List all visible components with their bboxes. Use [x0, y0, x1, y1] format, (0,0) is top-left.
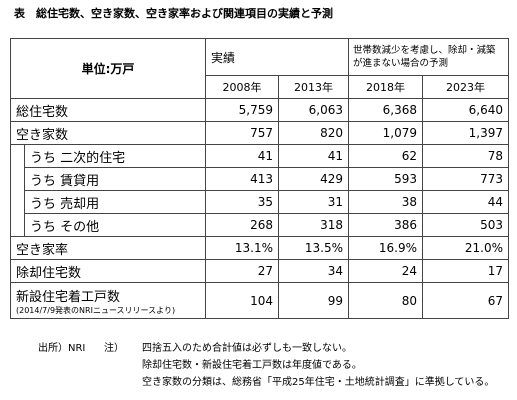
data-row: 除却住宅数 27 34 24 17 — [10, 259, 510, 283]
row-label: 空き家数 — [10, 121, 206, 145]
data-row: うち その他 268 318 386 503 — [10, 213, 510, 237]
indent — [10, 190, 25, 214]
cell: 1,079 — [348, 121, 424, 145]
cell: 21.0% — [422, 236, 510, 260]
cell: 429 — [277, 167, 350, 191]
row-label-text: 空き家数 — [16, 127, 69, 143]
data-row: うち 売却用 35 31 38 44 — [10, 190, 510, 214]
year: 2008年 — [205, 75, 279, 99]
cell: 5,759 — [205, 98, 279, 122]
cell: 6,063 — [277, 98, 350, 122]
row-label-text: 空き家率 — [16, 242, 69, 258]
year: 2018年 — [348, 75, 424, 99]
row-label: うち 売却用 — [24, 190, 206, 214]
note-line: 四捨五入のため合計値は必ずしも一致しない。 — [142, 343, 352, 354]
header-row: 単位:万戸 実績 世帯数減少を考慮し、除却・減築が進まない場合の予測 — [10, 38, 510, 99]
cell: 13.5% — [277, 236, 350, 260]
data-row: 新設住宅着工戸数 (2014/7/9発表のNRIニュースリリースより) 104 99 8… — [10, 282, 510, 319]
row-label: 除却住宅数 — [10, 259, 206, 283]
data-row: 総住宅数 5,759 6,063 6,368 6,640 — [10, 98, 510, 122]
cell: 31 — [277, 190, 350, 214]
cell: 24 — [348, 259, 424, 283]
cell: 6,368 — [348, 98, 424, 122]
source: 出所）NRI — [38, 343, 86, 354]
row-label: 新設住宅着工戸数 (2014/7/9発表のNRIニュースリリースより) — [10, 282, 206, 319]
actual-header: 実績 — [204, 38, 350, 76]
cell: 44 — [422, 190, 510, 214]
cell: 16.9% — [348, 236, 424, 260]
row-label-text: 総住宅数 — [16, 104, 69, 120]
row-label: 空き家率 — [10, 236, 206, 260]
row-label: うち 賃貸用 — [24, 167, 206, 191]
cell: 41 — [205, 144, 279, 168]
row-label: 総住宅数 — [10, 98, 206, 122]
cell: 35 — [205, 190, 279, 214]
note-lines: 四捨五入のため合計値は必ずしも一致しない。 除却住宅数・新設住宅着工戸数は年度値で… — [142, 340, 494, 391]
cell: 593 — [348, 167, 424, 191]
year: 2023年 — [422, 75, 510, 99]
indent — [10, 167, 25, 191]
cell: 773 — [422, 167, 510, 191]
cell: 41 — [277, 144, 350, 168]
note-line: 空き家数の分類は、総務省「平成25年住宅・土地統計調査」に準拠している。 — [142, 377, 495, 388]
year: 2013年 — [277, 75, 350, 99]
data-row: うち 二次的住宅 41 41 62 78 — [10, 144, 510, 168]
year-row: 2008年 2013年 2018年 2023年 — [11, 75, 510, 99]
indent — [10, 144, 25, 168]
cell: 67 — [422, 282, 510, 319]
cell: 386 — [348, 213, 424, 237]
cell: 13.1% — [205, 236, 279, 260]
cell: 27 — [205, 259, 279, 283]
cell: 268 — [205, 213, 279, 237]
row-label: うち その他 — [24, 213, 206, 237]
indent — [10, 213, 25, 237]
data-row: 空き家率 13.1% 13.5% 16.9% 21.0% — [10, 236, 510, 260]
cell: 34 — [277, 259, 350, 283]
row-label: うち 二次的住宅 — [24, 144, 206, 168]
cell: 503 — [422, 213, 510, 237]
cell: 6,640 — [422, 98, 510, 122]
cell: 62 — [348, 144, 424, 168]
data-table: 単位:万戸 実績 世帯数減少を考慮し、除却・減築が進まない場合の予測 2008年… — [10, 38, 510, 319]
data-row: 空き家数 757 820 1,079 1,397 — [10, 121, 510, 145]
row-label-text: 除却住宅数 — [16, 265, 82, 281]
note-line: 除却住宅数・新設住宅着工戸数は年度値である。 — [142, 360, 362, 371]
title: 表 総住宅数、空き家数、空き家率および関連項目の実績と予測 — [14, 7, 333, 20]
cell: 820 — [277, 121, 350, 145]
row-note: (2014/7/9発表のNRIニュースリリースより) — [16, 305, 176, 315]
cell: 17 — [422, 259, 510, 283]
cell: 1,397 — [422, 121, 510, 145]
cell: 80 — [348, 282, 424, 319]
note-label: 注） — [104, 343, 124, 354]
cell: 78 — [422, 144, 510, 168]
data-row: うち 賃貸用 413 429 593 773 — [10, 167, 510, 191]
cell: 104 — [205, 282, 279, 319]
cell: 38 — [348, 190, 424, 214]
row-label-text: 新設住宅着工戸数 — [16, 289, 121, 305]
cell: 757 — [205, 121, 279, 145]
cell: 413 — [205, 167, 279, 191]
unit: 単位:万戸 — [10, 38, 206, 99]
cell: 99 — [277, 282, 350, 319]
forecast-header: 世帯数減少を考慮し、除却・減築が進まない場合の予測 — [348, 38, 510, 76]
cell: 318 — [277, 213, 350, 237]
